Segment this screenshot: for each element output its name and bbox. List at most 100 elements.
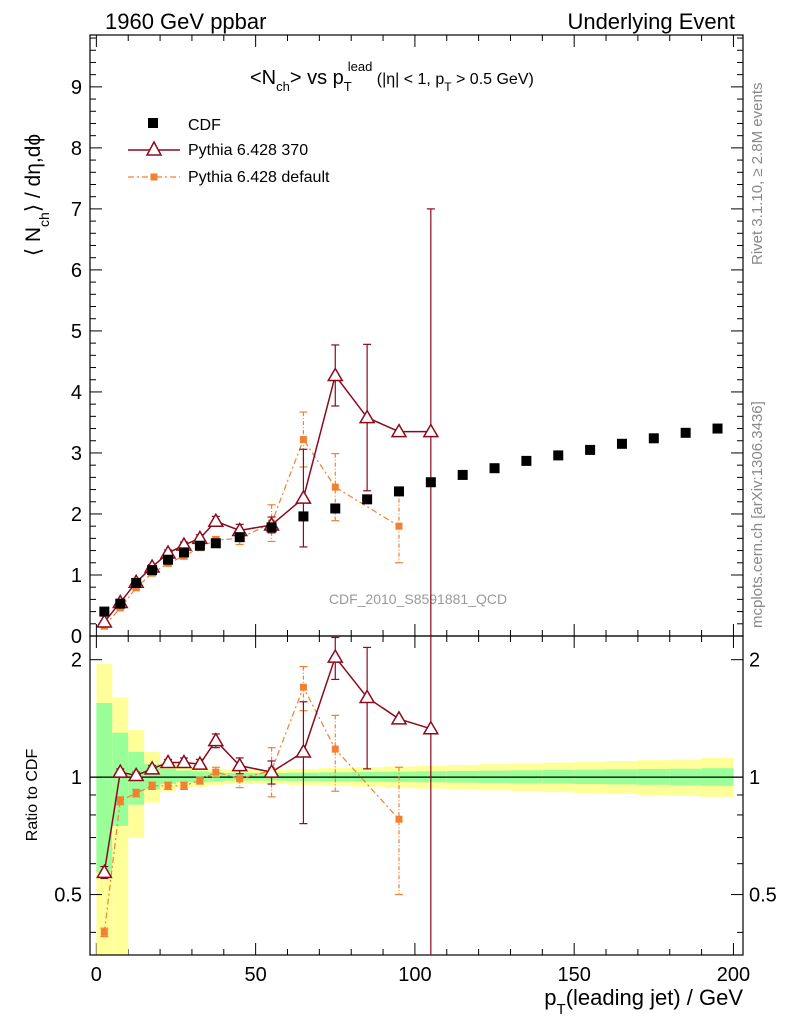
y-tick-label-main: 5 [71,321,82,343]
x-axis-label: pT(leading jet) / GeV [544,985,743,1018]
main-panel: 0 1 2 3 4 5 6 7 8 9 [71,34,744,955]
y-tick-label-ratio: 0.5 [54,885,82,907]
y-tick-label-main: 2 [71,504,82,526]
ratio-pythia-370-point [390,710,408,725]
y-tick-label-main: 6 [71,260,82,282]
ratio-pythia-370-point [159,754,177,769]
ratio-panel: 0 50 100 150 200 0.5 0.5 1 1 2 2 [54,635,777,986]
legend-marker-cdf [148,118,158,128]
main-pythia-default-point [299,436,307,444]
band-inner-bin [160,768,177,785]
y-tick-label-ratio: 2 [71,650,82,672]
ratio-pythia-default-point [331,745,339,753]
ratio-pythia-370-point [143,760,161,775]
main-pythia-370-point [390,423,408,438]
main-cdf-point [616,438,627,449]
ratio-pythia-default-point [100,928,108,936]
main-cdf-point [585,444,596,455]
ratio-pythia-370-point [326,648,344,663]
main-cdf-point [680,427,691,438]
y-tick-label-main: 0 [71,626,82,648]
ratio-pythia-default-point [395,815,403,823]
legend-label-pythia-370: Pythia 6.428 370 [188,142,308,159]
main-pythia-370-line [103,373,431,623]
main-cdf-point [298,511,309,522]
main-pythia-370-point [207,512,225,528]
legend-marker-pythia-default [150,173,158,181]
ratio-pythia-default-point [132,789,140,797]
main-cdf-point [393,486,404,497]
ratio-pythia-default-point [180,782,188,790]
analysis-watermark: CDF_2010_S8591881_QCD [329,591,507,607]
main-cdf-point [194,540,205,551]
main-pythia-default-point [395,522,403,530]
y-tick-label-ratio: 1 [71,767,82,789]
plot-title: <Nch> vs pTlead (|η| < 1, pT > 0.5 GeV) [250,59,534,94]
ratio-pythia-370-point [191,755,209,770]
y-tick-label-ratio-right: 1 [749,767,760,789]
main-cdf-point [330,503,341,514]
header-right-title: Underlying Event [567,9,735,34]
main-cdf-point [521,455,532,466]
ratio-pythia-370-series [96,636,440,955]
legend-label-cdf: CDF [188,117,221,134]
ratio-pythia-default-point [116,797,124,805]
main-cdf-point [163,554,174,565]
y-tick-label-main: 8 [71,138,82,160]
ratio-frame [89,635,744,956]
ratio-pythia-default-point [236,775,244,783]
rivet-version-text: Rivet 3.1.10, ≥ 2.8M events [749,83,766,266]
ratio-pythia-370-point [358,689,376,704]
main-cdf-point [553,450,564,461]
x-tick-label: 100 [398,964,431,986]
legend: CDF Pythia 6.428 370 Pythia 6.428 defaul… [128,117,330,186]
legend-marker-pythia-370 [145,140,163,156]
main-cdf-point [362,494,373,505]
ratio-pythia-370-point [295,743,312,758]
y-tick-label-main: 7 [71,199,82,221]
y-tick-label-ratio-right: 2 [749,650,760,672]
main-cdf-point [425,477,436,488]
main-pythia-370-point [96,613,113,628]
ratio-pythia-370-point [263,763,280,778]
y-tick-label-main: 9 [71,77,82,99]
main-cdf-point [115,598,126,609]
y-tick-label-ratio-right: 0.5 [749,885,777,907]
ratio-data [96,636,440,955]
ratio-pythia-default-point [299,683,307,691]
main-data [96,208,723,636]
main-cdf-point [266,522,277,533]
ratio-pythia-370-point [422,720,440,735]
y-tick-label-main: 4 [71,382,82,404]
main-cdf-point [147,565,158,576]
main-pythia-370-point [422,423,440,438]
main-pythia-370-point [295,489,312,504]
ratio-pythia-default-line [103,685,400,933]
ratio-pythia-370-point [175,754,193,769]
ratio-pythia-370-point [96,863,113,879]
main-cdf-point [489,463,500,474]
band-inner-bin [112,732,129,826]
ratio-bands [96,663,734,955]
main-cdf-point [648,433,659,444]
ratio-pythia-370-point [111,763,129,778]
ratio-pythia-default-point [164,782,172,790]
main-pythia-370-point [358,409,376,424]
ratio-pythia-370-point [127,766,145,782]
main-pythia-default-point [331,483,339,491]
ratio-pythia-370-point [207,732,225,747]
main-cdf-point [131,577,142,588]
ratio-pythia-default-point [196,777,204,785]
mcplots-source-text: mcplots.cern.ch [arXiv:1306.3436] [749,401,766,628]
ratio-pythia-370-point [231,757,249,772]
y-axis-label-main: ⟨ Nch⟩ / dη,dϕ [22,134,52,256]
legend-label-pythia-default: Pythia 6.428 default [188,169,330,186]
y-axis-label-ratio: Ratio to CDF [24,749,41,842]
band-inner-bin [96,702,113,873]
x-tick-label: 50 [245,964,267,986]
main-cdf-point [712,423,723,434]
ratio-pythia-default-point [148,782,156,790]
header-left-title: 1960 GeV ppbar [105,9,266,34]
y-tick-label-main: 3 [71,443,82,465]
